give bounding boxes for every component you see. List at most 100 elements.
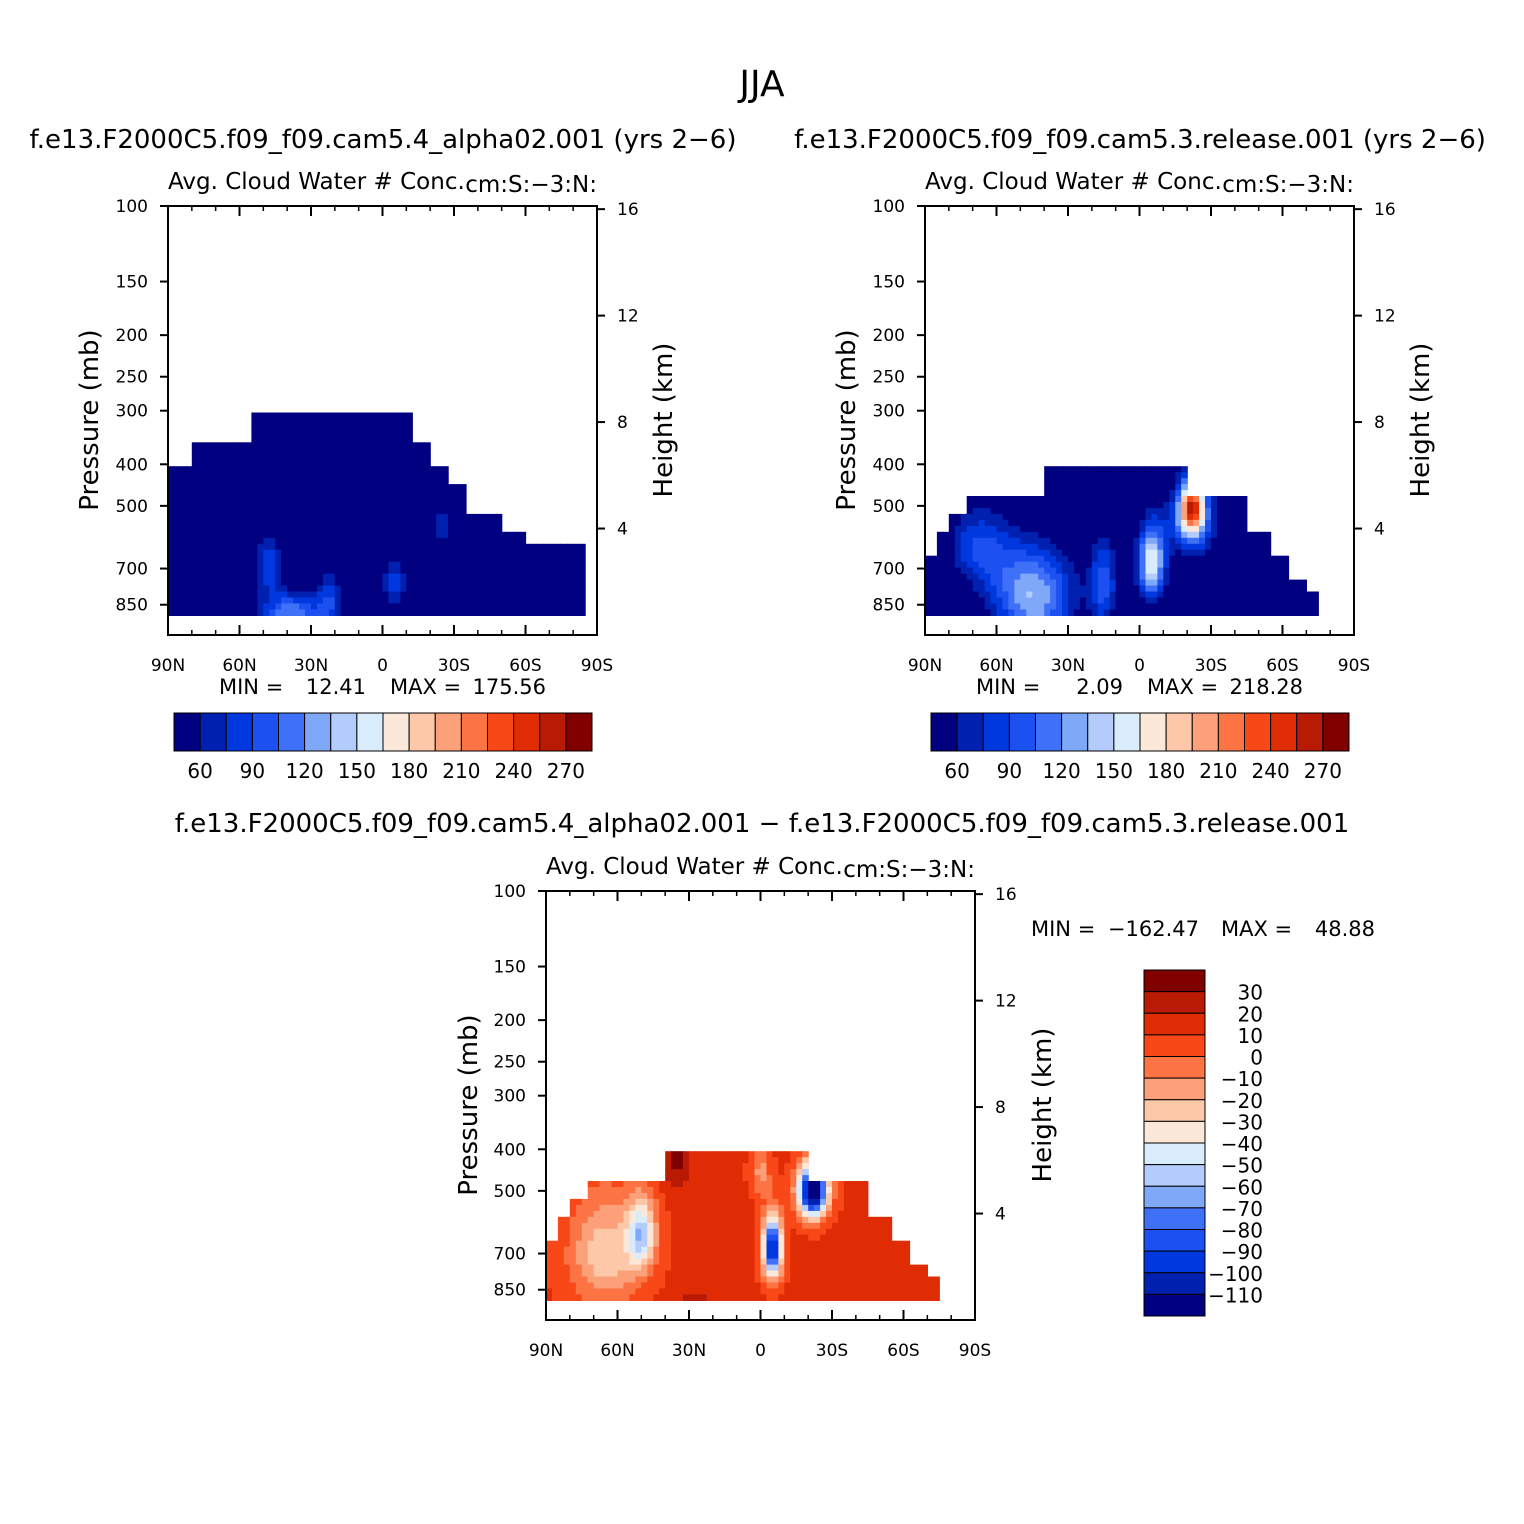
contour-cell-2 [990, 603, 998, 610]
contour-cell-1 [245, 508, 253, 515]
contour-cell-2 [1228, 573, 1236, 581]
contour-cell-1 [352, 508, 360, 515]
contour-cell-3 [587, 1258, 595, 1266]
contour-cell-1 [275, 597, 282, 605]
contour-cell-1 [442, 502, 449, 509]
contour-cell-1 [322, 508, 330, 515]
contour-cell-2 [1187, 537, 1194, 545]
contour-cell-1 [400, 531, 407, 539]
colorbar-label: 240 [495, 759, 533, 783]
contour-cell-1 [328, 609, 336, 616]
contour-cell-1 [430, 549, 437, 557]
contour-cell-3 [635, 1276, 642, 1284]
contour-cell-3 [683, 1228, 690, 1236]
contour-cell-2 [1026, 525, 1033, 533]
contour-cell-2 [1145, 537, 1153, 545]
contour-cell-2 [1157, 579, 1164, 587]
contour-cell-2 [1050, 549, 1057, 557]
contour-cell-3 [659, 1264, 666, 1272]
contour-cell-3 [873, 1294, 881, 1301]
contour-cell-3 [641, 1270, 648, 1278]
contour-cell-3 [736, 1175, 744, 1182]
contour-cell-2 [1199, 573, 1206, 581]
contour-cell-3 [700, 1228, 708, 1236]
contour-cell-2 [1222, 537, 1230, 545]
contour-cell-1 [376, 525, 384, 533]
contour-cell-1 [322, 561, 330, 569]
contour-cell-1 [388, 603, 396, 610]
contour-cell-1 [293, 460, 300, 467]
contour-cell-3 [730, 1204, 738, 1212]
contour-cell-3 [587, 1288, 595, 1295]
contour-cell-3 [665, 1169, 672, 1176]
contour-cell-2 [1258, 549, 1266, 557]
contour-cell-1 [382, 555, 390, 563]
contour-cell-1 [376, 543, 384, 551]
contour-cell-1 [531, 573, 539, 581]
contour-cell-1 [322, 537, 330, 545]
contour-cell-1 [406, 543, 413, 551]
contour-cell-1 [251, 496, 258, 503]
contour-cell-3 [569, 1258, 577, 1266]
contour-cell-1 [477, 585, 485, 593]
contour-cell-1 [239, 591, 247, 599]
contour-cell-1 [311, 549, 318, 557]
colorbar-label: 150 [338, 759, 376, 783]
contour-cell-1 [400, 579, 407, 587]
contour-cell-2 [1252, 597, 1260, 605]
contour-cell-2 [972, 555, 980, 563]
contour-cell-2 [1175, 478, 1182, 485]
contour-cell-1 [507, 585, 515, 593]
contour-cell-1 [454, 549, 461, 557]
contour-cell-3 [712, 1228, 720, 1236]
colorbar-label: −10 [1221, 1067, 1263, 1091]
contour-cell-1 [477, 555, 485, 563]
contour-cell-1 [317, 573, 324, 581]
contour-cell-3 [766, 1222, 774, 1230]
contour-cell-1 [454, 537, 461, 545]
contour-cell-3 [641, 1282, 648, 1290]
contour-cell-2 [954, 531, 962, 539]
contour-cell-1 [406, 436, 413, 443]
contour-cell-2 [1133, 484, 1141, 491]
contour-cell-3 [647, 1198, 654, 1206]
contour-cell-3 [826, 1264, 833, 1272]
contour-cell-1 [364, 466, 372, 473]
contour-cell-2 [1193, 603, 1200, 610]
contour-cell-3 [879, 1270, 887, 1278]
contour-cell-3 [653, 1246, 660, 1254]
contour-cell-1 [293, 531, 300, 539]
y-tick-label: 300 [116, 402, 148, 422]
contour-cell-3 [849, 1198, 857, 1206]
contour-cell-3 [617, 1294, 625, 1301]
contour-cell-1 [245, 579, 253, 587]
contour-cell-3 [742, 1294, 750, 1301]
contour-cell-2 [1002, 496, 1010, 503]
contour-cell-2 [960, 531, 968, 539]
contour-cell-2 [1222, 531, 1230, 539]
contour-cell-1 [269, 460, 276, 467]
contour-cell-3 [832, 1181, 839, 1188]
contour-cell-2 [1074, 591, 1081, 599]
contour-cell-1 [489, 573, 497, 581]
contour-cell-1 [311, 585, 318, 593]
contour-cell-2 [1127, 531, 1135, 539]
contour-cell-2 [1217, 585, 1224, 593]
contour-cell-3 [581, 1198, 589, 1206]
contour-cell-3 [909, 1282, 917, 1290]
contour-cell-3 [838, 1216, 845, 1224]
contour-cell-1 [513, 597, 521, 605]
contour-cell-1 [519, 537, 527, 545]
contour-cell-3 [915, 1270, 922, 1278]
contour-cell-3 [557, 1288, 565, 1295]
contour-cell-2 [1240, 502, 1248, 509]
contour-cell-1 [311, 597, 318, 605]
contour-cell-3 [599, 1240, 607, 1248]
contour-cell-2 [1056, 609, 1063, 616]
contour-cell-3 [659, 1270, 666, 1278]
contour-cell-3 [802, 1288, 809, 1295]
contour-cell-3 [629, 1204, 636, 1212]
contour-cell-1 [364, 525, 372, 533]
contour-cell-1 [168, 585, 175, 593]
contour-cell-2 [966, 597, 974, 605]
